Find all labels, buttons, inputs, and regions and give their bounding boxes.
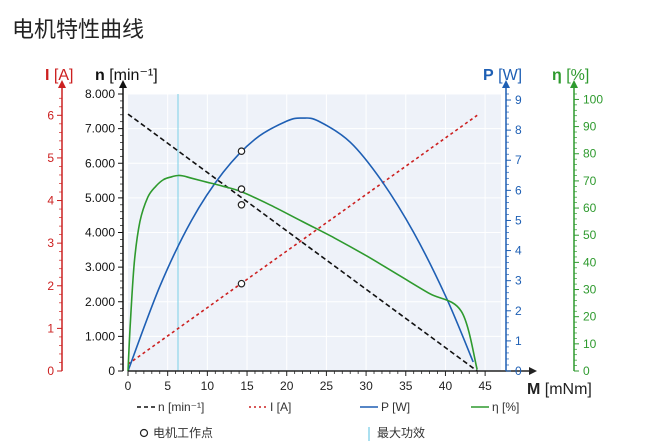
page-title: 电机特性曲线 [12, 17, 145, 42]
efficiency-axis-tick-label: 60 [583, 201, 597, 215]
x-tick-label: 40 [439, 379, 453, 393]
power-axis-tick-label: 7 [515, 153, 522, 167]
power-axis-tick-label: 2 [515, 304, 522, 318]
current-axis-tick-label: 6 [47, 108, 54, 122]
efficiency-axis-tick-label: 100 [583, 92, 603, 106]
x-tick-label: 10 [201, 379, 215, 393]
efficiency-axis-arrow-icon [570, 80, 578, 88]
series-power-line [127, 117, 474, 372]
efficiency-axis-tick-label: 90 [583, 120, 597, 134]
speed-axis-tick-label: 7.000 [85, 122, 115, 136]
current-axis-tick-label: 5 [47, 151, 54, 165]
power-axis-unit: [W] [494, 67, 522, 84]
current-axis-label: I [A] [45, 67, 73, 84]
x-axis-symbol: M [527, 381, 540, 398]
operating-point-marker-n [237, 201, 246, 209]
efficiency-axis-tick-label: 10 [583, 337, 597, 351]
x-axis-unit: [mNm] [540, 381, 592, 398]
x-tick-label: 25 [320, 379, 334, 393]
power-axis-tick-label: 5 [515, 213, 522, 227]
legend-label-eta: η [%] [492, 400, 519, 414]
speed-axis-tick-label: 0 [108, 364, 115, 378]
speed-axis-symbol: n [95, 67, 105, 84]
power-axis-tick-label: 3 [515, 274, 522, 288]
speed-axis-unit: [min⁻¹] [105, 67, 158, 84]
x-tick-label: 20 [280, 379, 294, 393]
efficiency-axis-tick-label: 50 [583, 228, 597, 242]
speed-axis-tick-label: 1.000 [85, 329, 115, 343]
legend-label-P: P [W] [381, 400, 410, 414]
x-axis-arrow-icon [529, 367, 537, 375]
power-axis-tick-label: 6 [515, 183, 522, 197]
current-axis-tick-label: 1 [47, 321, 54, 335]
speed-axis-tick-label: 2.000 [85, 295, 115, 309]
operating-point-markers [237, 147, 246, 288]
legend: n [min⁻¹] I [A] P [W] η [%] 电机工作点 最大功效 [137, 400, 519, 441]
speed-axis-tick-label: 5.000 [85, 191, 115, 205]
x-tick-label: 0 [125, 379, 132, 393]
current-axis-tick-label: 2 [47, 279, 54, 293]
power-axis-label: P [W] [483, 67, 522, 84]
series-efficiency-line [127, 174, 478, 372]
speed-axis-tick-label: 4.000 [85, 226, 115, 240]
operating-point-marker-P [237, 147, 246, 156]
current-axis-symbol: I [45, 67, 49, 84]
series-lines [127, 113, 478, 372]
x-tick-label: 5 [164, 379, 171, 393]
current-axis-tick-label: 4 [47, 194, 54, 208]
current-axis-tick-label: 3 [47, 236, 54, 250]
current-axis-unit: [A] [49, 67, 73, 84]
axes: 0 5 10 15 20 25 30 35 40 45012345601.0002.0003.00… [47, 80, 603, 393]
efficiency-axis-tick-label: 40 [583, 255, 597, 269]
efficiency-axis-tick-label: 20 [583, 310, 597, 324]
speed-axis-tick-label: 6.000 [85, 156, 115, 170]
x-tick-label: 15 [240, 379, 254, 393]
power-axis-tick-label: 8 [515, 123, 522, 137]
x-axis-label: M [mNm] [527, 381, 592, 398]
current-axis-arrow-icon [58, 80, 66, 88]
efficiency-axis-tick-label: 30 [583, 283, 597, 297]
operating-point-legend-icon [139, 428, 149, 438]
efficiency-axis-tick-label: 0 [583, 364, 590, 378]
speed-axis-tick-label: 8.000 [85, 87, 115, 101]
speed-axis-label: n [min⁻¹] [95, 67, 158, 84]
grid-lines [128, 93, 501, 371]
operating-point-marker-eta [237, 185, 246, 193]
power-axis-arrow-icon [502, 80, 510, 88]
efficiency-axis-label: η [%] [552, 67, 589, 84]
x-tick-label: 45 [478, 379, 492, 393]
speed-axis-tick-label: 3.000 [85, 260, 115, 274]
speed-axis-arrow-icon [119, 80, 127, 88]
legend-label-I: I [A] [270, 400, 291, 414]
operating-point-marker-I [237, 279, 246, 288]
legend-label-n: n [min⁻¹] [158, 400, 204, 414]
power-axis-tick-label: 0 [515, 364, 522, 378]
power-axis-tick-label: 9 [515, 93, 522, 107]
efficiency-axis-tick-label: 70 [583, 174, 597, 188]
series-speed-line [127, 113, 478, 372]
power-axis-tick-label: 4 [515, 244, 522, 258]
current-axis-tick-label: 0 [47, 364, 54, 378]
power-axis-tick-label: 1 [515, 334, 522, 348]
x-tick-label: 30 [359, 379, 373, 393]
efficiency-axis-unit: [%] [562, 67, 590, 84]
efficiency-axis-tick-label: 80 [583, 147, 597, 161]
legend-label-operating-point: 电机工作点 [153, 426, 213, 440]
power-axis-symbol: P [483, 67, 494, 84]
efficiency-axis-symbol: η [552, 67, 562, 84]
x-tick-label: 35 [399, 379, 413, 393]
axis-labels: I [A] n [min⁻¹] P [W] η [%] M [mNm] [45, 67, 592, 398]
legend-label-max-efficiency: 最大功效 [377, 425, 425, 440]
